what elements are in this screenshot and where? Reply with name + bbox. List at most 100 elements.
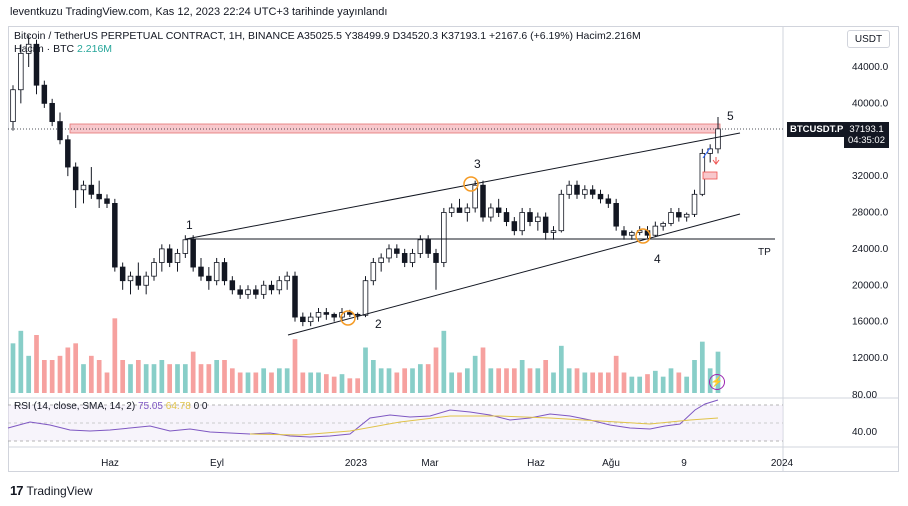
candle[interactable]: [354, 313, 361, 316]
candle[interactable]: [597, 193, 604, 200]
candle[interactable]: [441, 212, 447, 263]
candle[interactable]: [323, 312, 330, 315]
candle[interactable]: [409, 253, 416, 263]
channel-upper-line[interactable]: [185, 132, 741, 240]
candle[interactable]: [629, 232, 635, 236]
candle[interactable]: [394, 248, 400, 254]
candle[interactable]: [378, 257, 384, 263]
candle[interactable]: [268, 284, 275, 291]
candle[interactable]: [417, 239, 424, 254]
candle[interactable]: [284, 275, 290, 282]
candle[interactable]: [370, 262, 377, 282]
candle[interactable]: [206, 275, 212, 282]
candle[interactable]: [65, 139, 71, 168]
wave-label-4[interactable]: 4: [654, 252, 661, 266]
candle[interactable]: [425, 239, 431, 254]
candle[interactable]: [10, 89, 16, 122]
legend-volume-row[interactable]: Hacim · BTC 2.216M: [14, 43, 112, 55]
candle[interactable]: [535, 216, 541, 222]
candle[interactable]: [676, 212, 682, 218]
candle[interactable]: [127, 275, 134, 282]
candle[interactable]: [362, 280, 369, 316]
candle[interactable]: [464, 207, 471, 213]
candle[interactable]: [190, 239, 196, 268]
candle[interactable]: [433, 253, 439, 263]
candle[interactable]: [574, 184, 580, 195]
wave-3-marker[interactable]: [463, 176, 479, 192]
candle[interactable]: [182, 239, 189, 254]
wave-4-marker[interactable]: [635, 228, 651, 244]
candle[interactable]: [448, 207, 455, 213]
rsi-line[interactable]: [7, 399, 719, 438]
candle[interactable]: [198, 266, 204, 277]
candle[interactable]: [558, 193, 565, 232]
candle[interactable]: [245, 289, 251, 295]
candle[interactable]: [480, 184, 486, 218]
candle[interactable]: [151, 262, 157, 277]
candle[interactable]: [488, 207, 494, 218]
candle[interactable]: [253, 289, 259, 295]
candle[interactable]: [72, 166, 79, 191]
resistance-zone[interactable]: [69, 123, 721, 134]
candle[interactable]: [605, 198, 612, 204]
candle[interactable]: [456, 207, 463, 213]
candle[interactable]: [80, 184, 87, 191]
candle[interactable]: [691, 193, 698, 215]
candle[interactable]: [88, 184, 95, 195]
rsi-legend[interactable]: RSI (14, close, SMA, 14, 2) 75.05 64.78 …: [14, 401, 207, 412]
chart-frame[interactable]: [8, 26, 899, 472]
candle[interactable]: [229, 280, 236, 291]
candle[interactable]: [307, 316, 314, 323]
candle[interactable]: [315, 312, 322, 318]
wave-label-5[interactable]: 5: [727, 109, 734, 123]
wave-label-1[interactable]: 1: [186, 218, 193, 232]
candle[interactable]: [237, 289, 243, 295]
candle[interactable]: [542, 216, 549, 233]
candle[interactable]: [401, 253, 408, 263]
candle[interactable]: [135, 275, 142, 286]
candle[interactable]: [276, 280, 283, 291]
symbol-name[interactable]: Bitcoin / TetherUS PERPETUAL CONTRACT, 1…: [14, 30, 295, 42]
candle[interactable]: [621, 230, 627, 236]
candle[interactable]: [292, 275, 298, 318]
price-axis[interactable]: 44000.0 40000.0 32000.0 28000.0 24000.0 20000…: [852, 62, 889, 364]
tp-label[interactable]: TP: [758, 247, 771, 258]
candle[interactable]: [119, 266, 126, 282]
candle[interactable]: [519, 212, 525, 232]
candle[interactable]: [566, 184, 572, 195]
candle[interactable]: [57, 121, 63, 141]
rsi-title[interactable]: RSI (14, close, SMA, 14, 2): [14, 401, 136, 412]
candle[interactable]: [652, 225, 659, 236]
channel-lower-line[interactable]: [287, 213, 741, 336]
candle[interactable]: [589, 189, 596, 195]
candle[interactable]: [18, 52, 24, 91]
candle[interactable]: [503, 212, 510, 222]
candle[interactable]: [25, 43, 32, 54]
candle[interactable]: [472, 184, 478, 209]
candle[interactable]: [715, 128, 721, 150]
candle[interactable]: [300, 316, 306, 323]
candle[interactable]: [49, 102, 55, 122]
candle[interactable]: [96, 193, 102, 200]
short-position-marker[interactable]: [702, 171, 718, 180]
currency-button[interactable]: USDT: [847, 30, 890, 48]
candle[interactable]: [582, 189, 588, 195]
candle[interactable]: [221, 262, 228, 282]
candle[interactable]: [104, 198, 110, 204]
candle[interactable]: [668, 212, 674, 224]
candle[interactable]: [511, 221, 518, 232]
rsi-sma-line[interactable]: [249, 415, 719, 436]
candle[interactable]: [143, 275, 149, 286]
candle[interactable]: [683, 213, 690, 218]
candle[interactable]: [159, 248, 165, 263]
candle[interactable]: [495, 207, 502, 213]
candle[interactable]: [112, 203, 118, 268]
tradingview-logo[interactable]: 17 TradingView: [10, 483, 93, 498]
candle[interactable]: [613, 203, 619, 227]
candle[interactable]: [260, 284, 267, 295]
candle[interactable]: [33, 43, 40, 86]
candle[interactable]: [527, 212, 533, 222]
legend-ohlc-row[interactable]: Bitcoin / TetherUS PERPETUAL CONTRACT, 1…: [14, 30, 641, 42]
candle[interactable]: [347, 312, 353, 315]
